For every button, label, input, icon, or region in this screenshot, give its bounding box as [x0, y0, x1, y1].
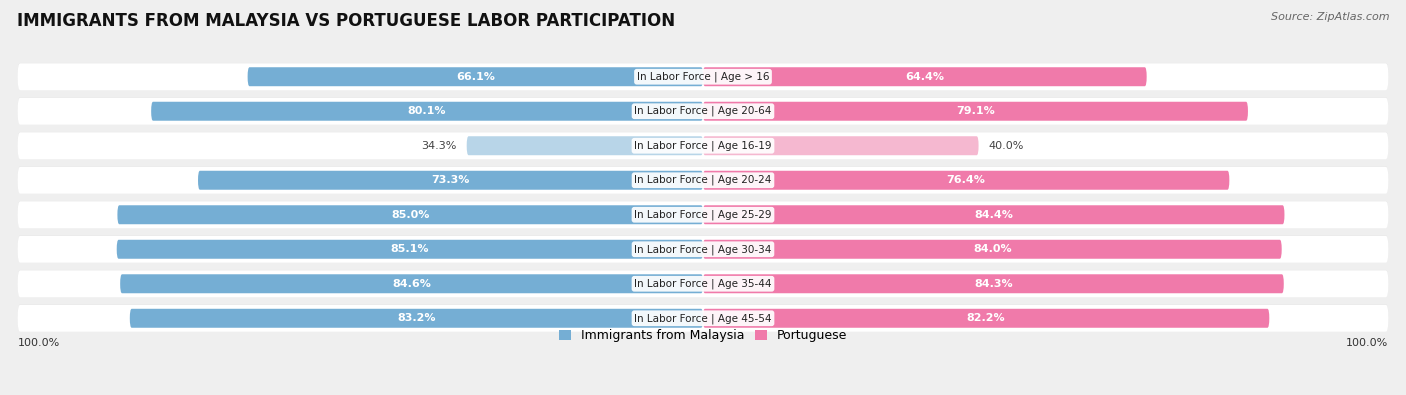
FancyBboxPatch shape — [17, 132, 1389, 159]
FancyBboxPatch shape — [703, 136, 979, 155]
FancyBboxPatch shape — [17, 63, 1389, 90]
FancyBboxPatch shape — [703, 240, 1282, 259]
FancyBboxPatch shape — [17, 63, 1389, 90]
FancyBboxPatch shape — [152, 102, 703, 121]
FancyBboxPatch shape — [17, 201, 1389, 228]
Text: 100.0%: 100.0% — [17, 339, 59, 348]
Text: In Labor Force | Age 20-64: In Labor Force | Age 20-64 — [634, 106, 772, 117]
FancyBboxPatch shape — [17, 236, 1389, 263]
FancyBboxPatch shape — [17, 270, 1389, 297]
Text: 85.1%: 85.1% — [391, 244, 429, 254]
FancyBboxPatch shape — [17, 305, 1389, 331]
Text: 64.4%: 64.4% — [905, 72, 945, 82]
Text: 84.4%: 84.4% — [974, 210, 1014, 220]
Text: 85.0%: 85.0% — [391, 210, 429, 220]
FancyBboxPatch shape — [703, 102, 1249, 121]
FancyBboxPatch shape — [129, 309, 703, 328]
Text: 84.6%: 84.6% — [392, 279, 432, 289]
FancyBboxPatch shape — [17, 305, 1389, 332]
Text: In Labor Force | Age 35-44: In Labor Force | Age 35-44 — [634, 278, 772, 289]
Text: 79.1%: 79.1% — [956, 106, 995, 116]
Text: Source: ZipAtlas.com: Source: ZipAtlas.com — [1271, 12, 1389, 22]
Text: In Labor Force | Age 20-24: In Labor Force | Age 20-24 — [634, 175, 772, 186]
FancyBboxPatch shape — [703, 274, 1284, 293]
FancyBboxPatch shape — [17, 132, 1389, 159]
FancyBboxPatch shape — [703, 309, 1270, 328]
Text: 84.0%: 84.0% — [973, 244, 1012, 254]
Text: 76.4%: 76.4% — [946, 175, 986, 185]
Text: 82.2%: 82.2% — [967, 313, 1005, 323]
FancyBboxPatch shape — [120, 274, 703, 293]
Text: 66.1%: 66.1% — [456, 72, 495, 82]
Text: 73.3%: 73.3% — [432, 175, 470, 185]
FancyBboxPatch shape — [17, 166, 1389, 194]
Text: In Labor Force | Age 25-29: In Labor Force | Age 25-29 — [634, 209, 772, 220]
FancyBboxPatch shape — [17, 98, 1389, 125]
Text: In Labor Force | Age 45-54: In Labor Force | Age 45-54 — [634, 313, 772, 324]
FancyBboxPatch shape — [198, 171, 703, 190]
Text: In Labor Force | Age 16-19: In Labor Force | Age 16-19 — [634, 141, 772, 151]
FancyBboxPatch shape — [17, 201, 1389, 228]
FancyBboxPatch shape — [117, 240, 703, 259]
Text: 40.0%: 40.0% — [988, 141, 1025, 151]
Text: In Labor Force | Age 30-34: In Labor Force | Age 30-34 — [634, 244, 772, 254]
Text: 83.2%: 83.2% — [396, 313, 436, 323]
FancyBboxPatch shape — [17, 98, 1389, 124]
Text: In Labor Force | Age > 16: In Labor Force | Age > 16 — [637, 71, 769, 82]
Text: 34.3%: 34.3% — [420, 141, 457, 151]
Text: 80.1%: 80.1% — [408, 106, 446, 116]
FancyBboxPatch shape — [703, 171, 1229, 190]
Text: 84.3%: 84.3% — [974, 279, 1012, 289]
FancyBboxPatch shape — [703, 205, 1285, 224]
FancyBboxPatch shape — [247, 67, 703, 86]
FancyBboxPatch shape — [703, 67, 1147, 86]
FancyBboxPatch shape — [117, 205, 703, 224]
FancyBboxPatch shape — [17, 235, 1389, 262]
FancyBboxPatch shape — [467, 136, 703, 155]
FancyBboxPatch shape — [17, 167, 1389, 194]
Legend: Immigrants from Malaysia, Portuguese: Immigrants from Malaysia, Portuguese — [555, 326, 851, 344]
Text: 100.0%: 100.0% — [1347, 339, 1389, 348]
FancyBboxPatch shape — [17, 270, 1389, 297]
Text: IMMIGRANTS FROM MALAYSIA VS PORTUGUESE LABOR PARTICIPATION: IMMIGRANTS FROM MALAYSIA VS PORTUGUESE L… — [17, 12, 675, 30]
